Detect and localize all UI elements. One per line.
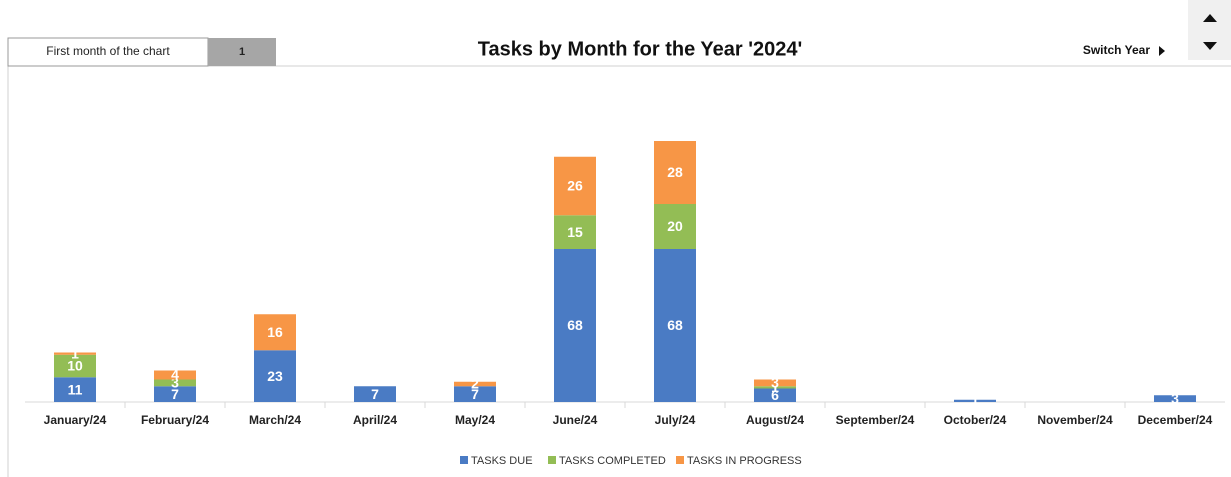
data-label: 11	[68, 381, 83, 397]
x-tick-label: June/24	[553, 413, 598, 427]
bar-segment	[654, 141, 696, 204]
bar-segment	[1154, 395, 1196, 402]
x-tick-label: July/24	[655, 413, 696, 427]
bar-segment	[954, 399, 996, 402]
spin-down[interactable]	[1203, 42, 1217, 50]
first-month-cell[interactable]	[208, 38, 276, 66]
data-label: 1	[71, 345, 79, 361]
legend-label: TASKS DUE	[471, 455, 533, 467]
first-month-box	[7, 37, 209, 67]
bar-segment	[654, 249, 696, 402]
bar-segment	[454, 386, 496, 402]
x-tick-label: February/24	[141, 413, 209, 427]
legend-swatch	[460, 456, 468, 464]
data-label: 68	[667, 317, 683, 333]
x-tick-label: December/24	[1138, 413, 1213, 427]
bar-segment	[654, 204, 696, 249]
switch-arrow[interactable]	[1159, 46, 1165, 56]
bar-segment	[154, 379, 196, 387]
x-tick-label: November/24	[1037, 413, 1113, 427]
data-label: 20	[667, 218, 683, 234]
data-label: 68	[567, 317, 583, 333]
data-label: 16	[267, 324, 283, 340]
bar-segment	[154, 370, 196, 380]
bar-segment	[454, 381, 496, 387]
x-tick-label: March/24	[249, 413, 301, 427]
bar-segment	[554, 156, 596, 216]
first-month-value[interactable]: 1	[239, 46, 245, 58]
data-label: 6	[771, 387, 779, 403]
bar-segment	[354, 386, 396, 402]
x-tick-label: August/24	[746, 413, 804, 427]
data-label: 2	[471, 376, 479, 392]
data-label: 7	[471, 386, 479, 402]
bar-segment	[554, 215, 596, 249]
x-tick-label: September/24	[836, 413, 915, 427]
bar-segment	[54, 377, 96, 402]
data-label: 26	[567, 178, 583, 194]
first-month-label: First month of the chart	[46, 44, 170, 58]
legend-swatch	[548, 456, 556, 464]
data-label: 4	[171, 367, 179, 383]
switch-year[interactable]: Switch Year	[1083, 43, 1150, 57]
data-label: 1	[971, 393, 979, 409]
spin-up[interactable]	[1203, 14, 1217, 22]
chart-title: Tasks by Month for the Year '2024'	[478, 38, 802, 60]
spinner	[1188, 0, 1231, 60]
bar-segment	[254, 350, 296, 402]
data-label: 7	[371, 386, 379, 402]
data-label: 28	[667, 164, 683, 180]
bar-segment	[754, 386, 796, 389]
x-tick-label: October/24	[944, 413, 1007, 427]
bar-segment	[754, 388, 796, 402]
data-label: 3	[771, 375, 779, 391]
bar-segment	[754, 379, 796, 387]
data-label: 3	[1171, 390, 1179, 406]
legend-swatch	[676, 456, 684, 464]
bar-segment	[254, 314, 296, 351]
data-label: 23	[267, 368, 283, 384]
data-label: 7	[171, 386, 179, 402]
data-label: 10	[67, 358, 83, 374]
x-tick-label: April/24	[353, 413, 397, 427]
legend-label: TASKS IN PROGRESS	[687, 455, 802, 467]
x-tick-label: May/24	[455, 413, 495, 427]
legend-label: TASKS COMPLETED	[559, 455, 666, 467]
bar-segment	[554, 249, 596, 402]
bar-segment	[54, 354, 96, 378]
data-label: 15	[567, 224, 583, 240]
x-tick-label: January/24	[44, 413, 107, 427]
bar-segment	[54, 352, 96, 355]
data-label: 3	[171, 375, 179, 391]
data-label: 1	[771, 379, 779, 395]
bar-segment	[154, 386, 196, 402]
